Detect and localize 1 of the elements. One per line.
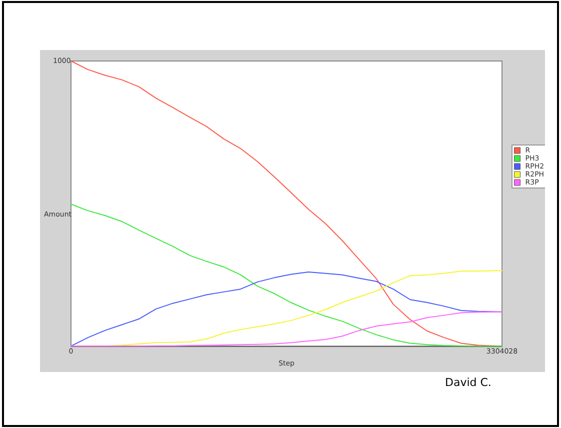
text: David C. (445, 376, 492, 389)
